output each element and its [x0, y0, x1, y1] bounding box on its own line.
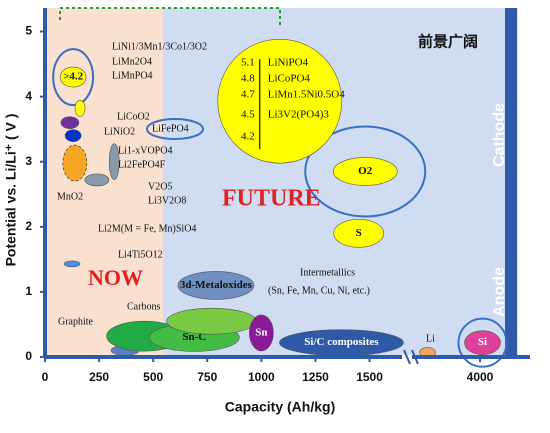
anode-label: Anode	[491, 267, 508, 317]
data-point	[177, 271, 255, 300]
data-point	[333, 219, 385, 248]
label: LiNi1/3Mn1/3Co1/3O2	[112, 41, 207, 52]
outline	[457, 317, 508, 368]
point-label: S	[356, 227, 362, 239]
outline	[304, 125, 427, 218]
future-region	[163, 8, 518, 355]
x-axis-label: Capacity (Ah/kg)	[225, 399, 335, 415]
point-label: O2	[358, 165, 373, 177]
label: Intermetallics	[300, 267, 355, 278]
label: V2O5	[148, 181, 172, 192]
y-tick-label: 0	[25, 349, 32, 363]
future-material: LiNiPO4	[268, 57, 309, 69]
data-point	[464, 330, 501, 355]
point-label: 3d-Metaloxides	[180, 279, 253, 291]
y-axis-label: Potential vs. Li/Li⁺ ( V )	[3, 114, 19, 267]
future-label: FUTURE	[222, 186, 321, 212]
data-point	[62, 144, 88, 182]
data-point	[64, 129, 82, 142]
label: LiMnPO4	[112, 70, 153, 81]
label: (Sn, Fe, Mn, Cu, Ni, etc.)	[268, 285, 370, 296]
y-tick-label: 3	[25, 154, 32, 168]
dashed-arrow	[59, 7, 281, 28]
prospect-label: 前景广阔	[418, 33, 478, 51]
y-tick-label: 4	[25, 89, 32, 103]
x-tick-label: 500	[143, 370, 163, 384]
data-point	[74, 100, 86, 117]
x-tick-label: 1500	[356, 370, 383, 384]
labels: LiNi1/3Mn1/3Co1/3O2 LiMn2O4 LiMnPO4 LiCo…	[3, 24, 509, 415]
side-bar	[505, 8, 517, 355]
data-point	[63, 260, 81, 268]
x-tick-label: 1250	[302, 370, 329, 384]
future-potential: 4.8	[241, 73, 255, 85]
outline	[146, 118, 204, 140]
data-point	[59, 66, 87, 88]
now-label: NOW	[88, 265, 143, 290]
label: LiNiO2	[104, 126, 135, 137]
x-tick-label: 0	[42, 370, 49, 384]
point-label: Si/C composites	[304, 336, 379, 348]
label: Li4Ti5O12	[118, 249, 163, 260]
label: LiCoO2	[117, 111, 150, 122]
data-point	[217, 38, 343, 164]
future-material: Li3V2(PO4)3	[268, 109, 330, 121]
label: Li1-xVOPO4	[118, 145, 172, 156]
label: Li2FePO4F	[118, 159, 166, 170]
x-tick-label: 1000	[248, 370, 275, 384]
point-label: >4.2	[63, 71, 84, 83]
y-tick-label: 1	[25, 284, 32, 298]
future-potential: 5.1	[241, 57, 255, 69]
y-tick-label: 2	[25, 219, 32, 233]
label: Carbons	[127, 301, 160, 312]
x-tick-label: 750	[197, 370, 217, 384]
future-material: LiMn1.5Ni0.5O4	[268, 89, 346, 101]
future-potential: 4.2	[241, 131, 255, 143]
data-point	[166, 307, 257, 335]
point-label: Si	[478, 336, 487, 348]
data-point	[332, 157, 398, 186]
label: LiMn2O4	[112, 56, 152, 67]
cathode-label: Cathode	[491, 103, 508, 167]
x-tick-label: 250	[89, 370, 109, 384]
label: Graphite	[58, 316, 94, 327]
label: Li3V2O8	[148, 195, 186, 206]
y-tick-label: 5	[25, 24, 32, 38]
data-point	[249, 314, 274, 352]
future-potential: 4.7	[241, 89, 255, 101]
label: Li2M(M = Fe, Mn)SiO4	[98, 223, 196, 234]
label: MnO2	[57, 191, 83, 202]
data-point	[60, 116, 80, 129]
future-material: LiCoPO4	[268, 73, 311, 85]
future-potential: 4.5	[241, 109, 255, 121]
data-point	[84, 173, 110, 187]
label: LiFePO4	[152, 123, 189, 134]
point-label: Sn	[255, 326, 267, 338]
x-tick-label: 4000	[467, 370, 494, 384]
label: Li	[426, 333, 435, 344]
data-point	[108, 143, 120, 181]
outline	[52, 48, 95, 107]
